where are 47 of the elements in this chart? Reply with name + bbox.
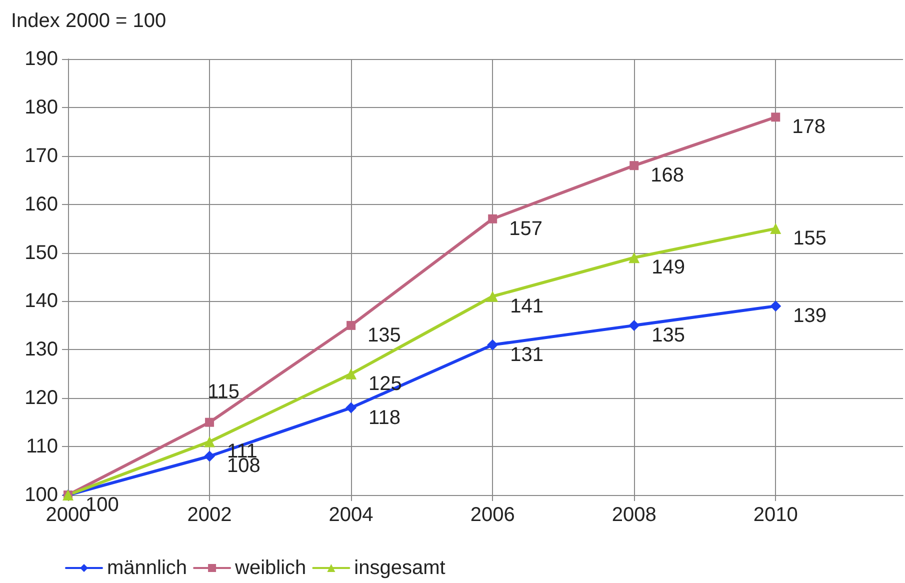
y-axis-title: Index 2000 = 100 [11, 10, 166, 32]
data-label: 125 [368, 372, 402, 395]
data-label: 155 [793, 228, 826, 250]
point [628, 252, 640, 264]
y-tick-label: 180 [24, 96, 58, 118]
legend-label: weiblich [234, 557, 306, 579]
y-tick-label: 140 [24, 290, 58, 312]
y-tick-label: 100 [24, 484, 58, 506]
x-tick-label: 2004 [328, 504, 374, 526]
data-label: 141 [510, 295, 544, 318]
point [487, 339, 498, 350]
x-tick-label: 2010 [753, 504, 798, 526]
data-label: 157 [509, 218, 542, 240]
point [628, 320, 640, 331]
y-tick-label: 130 [24, 338, 58, 361]
y-tick-label: 160 [24, 193, 58, 216]
data-label: 115 [208, 380, 240, 403]
x-tick-label: 2006 [470, 504, 515, 526]
point [204, 436, 216, 448]
point [770, 223, 782, 234]
y-tick-label: 190 [24, 48, 58, 70]
x-tick-label: 2002 [187, 504, 232, 526]
data-label: 118 [368, 406, 400, 429]
point [346, 368, 357, 380]
point [205, 418, 214, 427]
point [204, 450, 216, 462]
point [630, 161, 639, 170]
y-tick-label: 170 [24, 144, 58, 167]
data-label: 131 [510, 344, 544, 366]
legend-label: männlich [107, 557, 188, 579]
data-label: 178 [792, 116, 826, 138]
legend-label: insgesamt [354, 557, 446, 579]
point [771, 112, 780, 122]
y-tick-label: 110 [26, 436, 58, 458]
data-label: 135 [652, 324, 685, 346]
point [346, 402, 357, 414]
data-label: 149 [652, 256, 685, 279]
point [770, 300, 782, 312]
y-tick-label: 120 [24, 387, 58, 410]
data-label: 168 [650, 164, 684, 187]
x-tick-label: 2008 [612, 504, 656, 526]
data-label: 139 [793, 305, 826, 328]
point [346, 320, 356, 330]
point [488, 214, 498, 224]
point [487, 290, 498, 302]
data-label: 135 [368, 324, 401, 346]
y-tick-label: 150 [24, 242, 58, 264]
